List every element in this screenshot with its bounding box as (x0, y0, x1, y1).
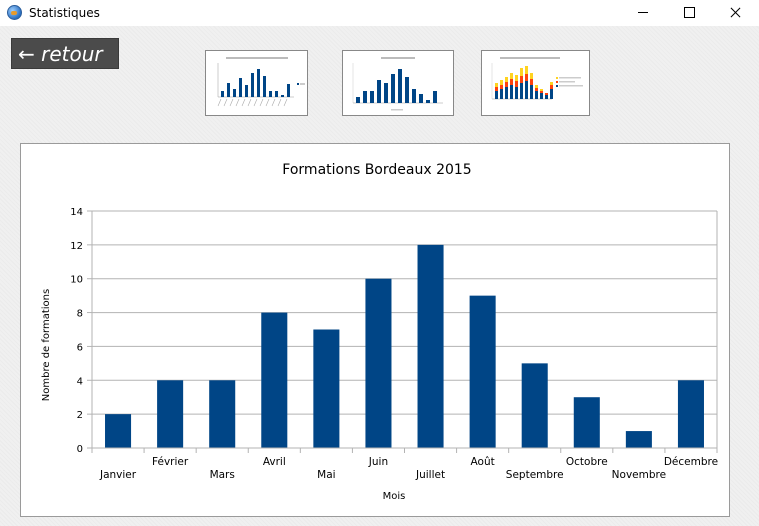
maximize-icon[interactable] (666, 0, 712, 26)
x-tick-label: Octobre (566, 456, 608, 468)
bar-décembre (677, 380, 704, 448)
x-tick-label: Novembre (612, 469, 666, 481)
thumbnail-chart-2[interactable] (342, 50, 454, 116)
chart-title: Formations Bordeaux 2015 (282, 162, 471, 178)
bar-juin (365, 278, 392, 448)
bar-mars (209, 380, 236, 448)
x-tick-label: Septembre (506, 469, 564, 481)
window-title: Statistiques (29, 6, 100, 20)
bar-août (469, 295, 496, 448)
y-tick-labels: 0 2 4 6 8 10 12 14 (70, 207, 83, 455)
x-tick-label: Juillet (415, 469, 445, 481)
x-tick-label: Décembre (664, 456, 718, 468)
bars (105, 244, 704, 448)
back-button[interactable]: ← retour (11, 38, 119, 69)
bar-octobre (573, 397, 600, 448)
bar-novembre (625, 431, 652, 448)
axes (91, 211, 718, 449)
x-tick-label: Mai (317, 469, 335, 481)
y-tick-label: 2 (77, 410, 83, 421)
chart-panel: Formations Bordeaux 2015 0 2 4 6 8 10 12 14 Jan… (20, 143, 730, 517)
y-tick-label: 8 (77, 309, 83, 320)
y-tick-label: 14 (70, 207, 83, 218)
x-tick-label: Juin (368, 456, 388, 468)
close-icon[interactable] (712, 0, 758, 26)
x-tick-label: Août (471, 456, 495, 468)
y-tick-label: 4 (77, 376, 83, 387)
y-tick-label: 0 (77, 444, 83, 455)
x-tick-label: Février (152, 456, 189, 468)
thumbnail-chart-3[interactable] (481, 50, 590, 116)
bar-juillet (417, 244, 444, 448)
x-tick-labels: Janvier Février Mars Avril Mai Juin Juillet Aoû… (99, 456, 718, 481)
bar-janvier (105, 414, 132, 448)
title-bar: Statistiques (0, 0, 759, 26)
y-tick-label: 12 (70, 241, 83, 252)
bar-avril (261, 312, 288, 448)
thumbnail-chart-1[interactable] (205, 50, 308, 116)
bar-mai (313, 329, 340, 448)
x-tick-label: Avril (263, 456, 286, 468)
app-globe-icon (7, 5, 22, 20)
x-tick-label: Janvier (99, 469, 137, 481)
y-tick-label: 6 (77, 342, 83, 353)
x-axis-label: Mois (383, 491, 406, 502)
y-tick-label: 10 (70, 275, 83, 286)
y-axis-label: Nombre de formations (41, 289, 52, 401)
minimize-icon[interactable] (620, 0, 666, 26)
x-tick-label: Mars (210, 469, 235, 481)
bar-février (157, 380, 184, 448)
bar-chart: Formations Bordeaux 2015 0 2 4 6 8 10 12 14 Jan… (41, 162, 718, 502)
grid-lines (87, 210, 718, 453)
bar-septembre (521, 363, 548, 448)
